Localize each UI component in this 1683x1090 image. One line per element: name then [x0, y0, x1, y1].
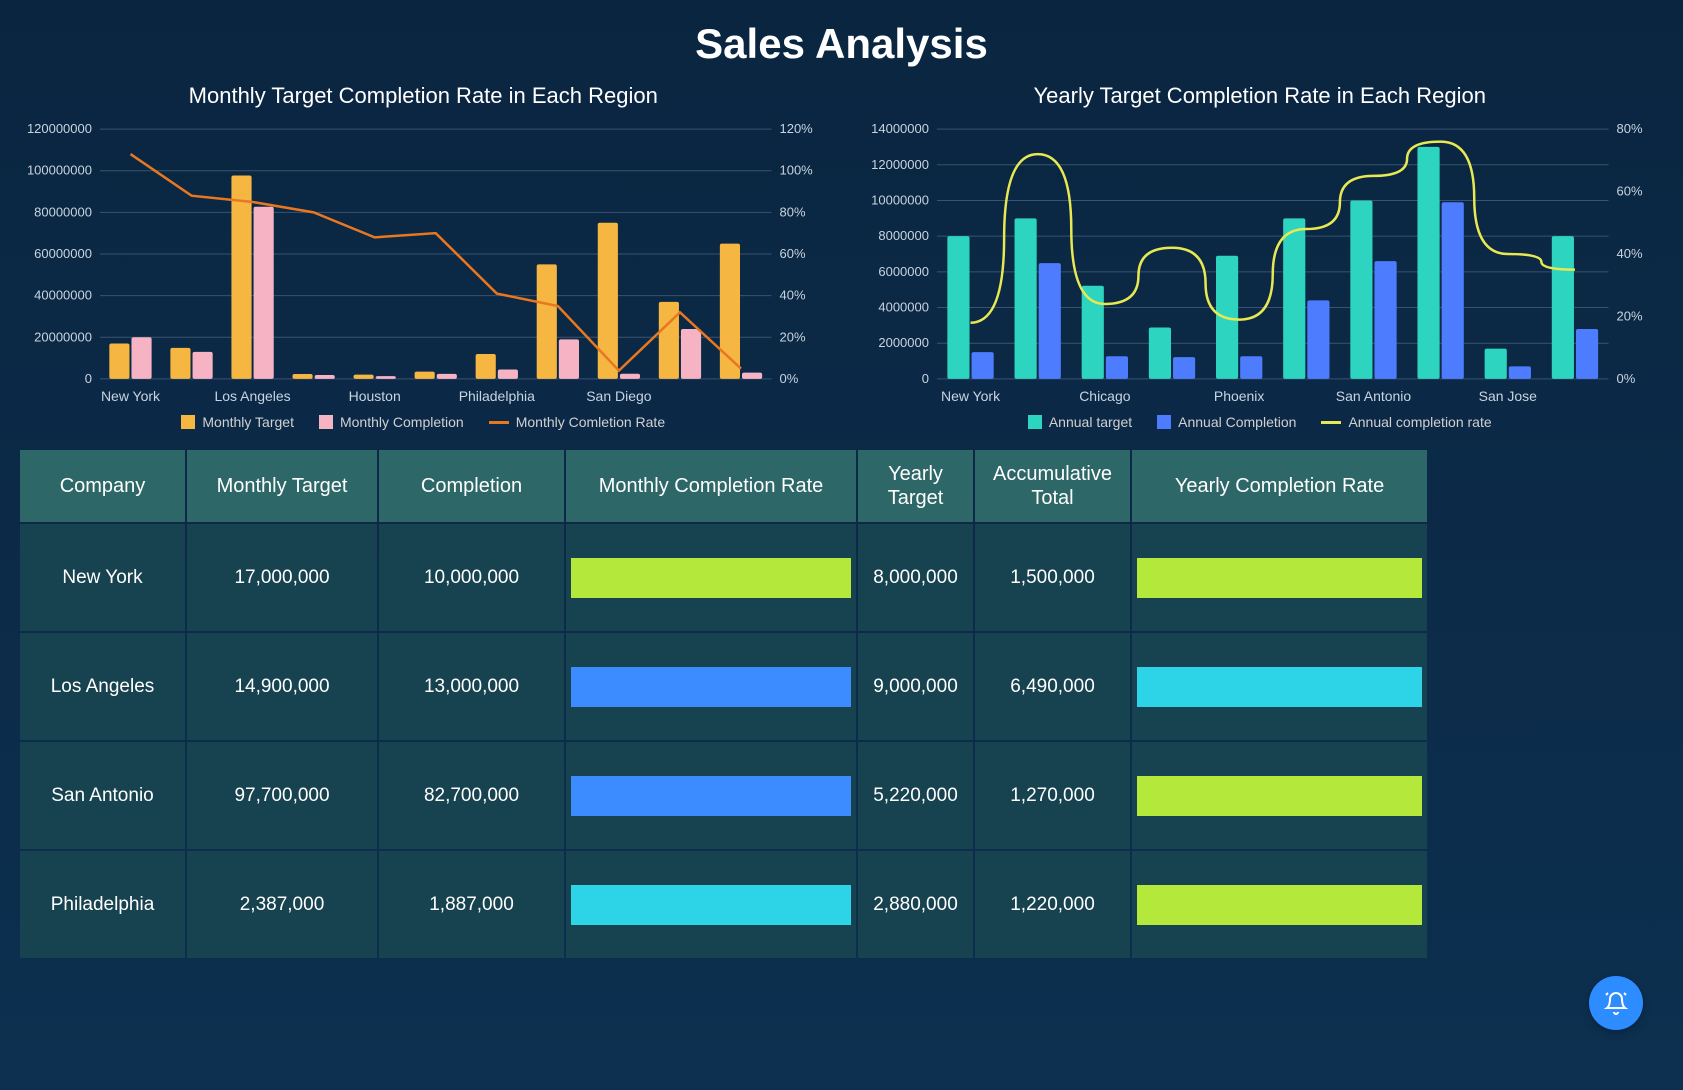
- svg-text:100000000: 100000000: [27, 163, 92, 178]
- charts-row: Monthly Target Completion Rate in Each R…: [20, 83, 1663, 430]
- notification-button[interactable]: [1589, 976, 1643, 1030]
- page-title: Sales Analysis: [20, 10, 1663, 83]
- td-company: New York: [20, 524, 185, 631]
- svg-text:8000000: 8000000: [878, 228, 929, 243]
- monthly-chart-title: Monthly Target Completion Rate in Each R…: [20, 83, 827, 109]
- td-completion: 1,887,000: [379, 851, 564, 958]
- th-yearly-rate: Yearly Completion Rate: [1132, 450, 1427, 522]
- td-monthly-target: 17,000,000: [187, 524, 377, 631]
- table-row: San Antonio 97,700,000 82,700,000 5,220,…: [20, 742, 1663, 849]
- svg-text:80000000: 80000000: [34, 204, 92, 219]
- th-accumulative: Accumulative Total: [975, 450, 1130, 522]
- legend-annual-completion: Annual Completion: [1157, 414, 1296, 430]
- td-completion: 13,000,000: [379, 633, 564, 740]
- td-monthly-rate: [566, 851, 856, 958]
- bell-icon: [1604, 991, 1628, 1015]
- svg-text:20000000: 20000000: [34, 329, 92, 344]
- yearly-legend: Annual target Annual Completion Annual c…: [857, 414, 1664, 430]
- td-yearly-rate: [1132, 851, 1427, 958]
- table-row: Los Angeles 14,900,000 13,000,000 9,000,…: [20, 633, 1663, 740]
- th-monthly-target: Monthly Target: [187, 450, 377, 522]
- svg-text:2000000: 2000000: [878, 335, 929, 350]
- svg-text:60%: 60%: [1616, 184, 1642, 199]
- td-monthly-target: 97,700,000: [187, 742, 377, 849]
- legend-monthly-target: Monthly Target: [181, 414, 294, 430]
- td-monthly-target: 2,387,000: [187, 851, 377, 958]
- svg-text:0: 0: [85, 371, 92, 386]
- svg-text:Los Angeles: Los Angeles: [214, 388, 290, 404]
- table-row: Philadelphia 2,387,000 1,887,000 2,880,0…: [20, 851, 1663, 958]
- td-monthly-target: 14,900,000: [187, 633, 377, 740]
- yearly-chart-title: Yearly Target Completion Rate in Each Re…: [857, 83, 1664, 109]
- svg-text:10000000: 10000000: [871, 192, 929, 207]
- svg-text:40%: 40%: [780, 288, 806, 303]
- table-row: New York 17,000,000 10,000,000 8,000,000…: [20, 524, 1663, 631]
- svg-text:4000000: 4000000: [878, 300, 929, 315]
- svg-text:20%: 20%: [1616, 308, 1642, 323]
- td-yearly-target: 8,000,000: [858, 524, 973, 631]
- td-yearly-target: 5,220,000: [858, 742, 973, 849]
- th-company: Company: [20, 450, 185, 522]
- legend-monthly-completion: Monthly Completion: [319, 414, 464, 430]
- table-header-row: Company Monthly Target Completion Monthl…: [20, 450, 1663, 522]
- svg-text:New York: New York: [101, 388, 161, 404]
- svg-text:6000000: 6000000: [878, 264, 929, 279]
- legend-annual-rate: Annual completion rate: [1321, 414, 1491, 430]
- svg-text:Philadelphia: Philadelphia: [459, 388, 535, 404]
- svg-text:120%: 120%: [780, 121, 814, 136]
- svg-text:Chicago: Chicago: [1079, 388, 1131, 404]
- td-accumulative: 1,500,000: [975, 524, 1130, 631]
- td-yearly-target: 2,880,000: [858, 851, 973, 958]
- svg-text:San Diego: San Diego: [586, 388, 652, 404]
- td-monthly-rate: [566, 742, 856, 849]
- td-completion: 10,000,000: [379, 524, 564, 631]
- legend-monthly-rate: Monthly Comletion Rate: [489, 414, 665, 430]
- svg-text:12000000: 12000000: [871, 157, 929, 172]
- td-accumulative: 1,270,000: [975, 742, 1130, 849]
- svg-text:40%: 40%: [1616, 246, 1642, 261]
- svg-text:0%: 0%: [1616, 371, 1635, 386]
- svg-text:14000000: 14000000: [871, 121, 929, 136]
- td-monthly-rate: [566, 524, 856, 631]
- yearly-chart: 0 2000000 4000000 6000000 8000000 10000000 120…: [857, 119, 1664, 409]
- svg-text:San Antonio: San Antonio: [1335, 388, 1411, 404]
- data-table: Company Monthly Target Completion Monthl…: [20, 450, 1663, 958]
- th-monthly-rate: Monthly Completion Rate: [566, 450, 856, 522]
- svg-text:60%: 60%: [780, 246, 806, 261]
- td-yearly-rate: [1132, 742, 1427, 849]
- td-company: Los Angeles: [20, 633, 185, 740]
- td-accumulative: 1,220,000: [975, 851, 1130, 958]
- td-completion: 82,700,000: [379, 742, 564, 849]
- svg-text:80%: 80%: [780, 204, 806, 219]
- svg-text:40000000: 40000000: [34, 288, 92, 303]
- yearly-chart-container: Yearly Target Completion Rate in Each Re…: [857, 83, 1664, 430]
- svg-text:60000000: 60000000: [34, 246, 92, 261]
- td-accumulative: 6,490,000: [975, 633, 1130, 740]
- td-company: Philadelphia: [20, 851, 185, 958]
- svg-text:120000000: 120000000: [27, 121, 92, 136]
- svg-text:0: 0: [921, 371, 928, 386]
- td-company: San Antonio: [20, 742, 185, 849]
- svg-text:New York: New York: [940, 388, 1000, 404]
- svg-text:Phoenix: Phoenix: [1213, 388, 1264, 404]
- svg-text:100%: 100%: [780, 163, 814, 178]
- legend-annual-target: Annual target: [1028, 414, 1132, 430]
- td-monthly-rate: [566, 633, 856, 740]
- td-yearly-rate: [1132, 633, 1427, 740]
- svg-text:20%: 20%: [780, 329, 806, 344]
- svg-text:San Jose: San Jose: [1478, 388, 1537, 404]
- monthly-legend: Monthly Target Monthly Completion Monthl…: [20, 414, 827, 430]
- svg-text:0%: 0%: [780, 371, 799, 386]
- svg-text:80%: 80%: [1616, 121, 1642, 136]
- td-yearly-rate: [1132, 524, 1427, 631]
- th-completion: Completion: [379, 450, 564, 522]
- monthly-chart-container: Monthly Target Completion Rate in Each R…: [20, 83, 827, 430]
- td-yearly-target: 9,000,000: [858, 633, 973, 740]
- svg-text:Houston: Houston: [349, 388, 401, 404]
- th-yearly-target: Yearly Target: [858, 450, 973, 522]
- monthly-chart: 0 20000000 40000000 60000000 80000000 1000000…: [20, 119, 827, 409]
- table-body: New York 17,000,000 10,000,000 8,000,000…: [20, 524, 1663, 958]
